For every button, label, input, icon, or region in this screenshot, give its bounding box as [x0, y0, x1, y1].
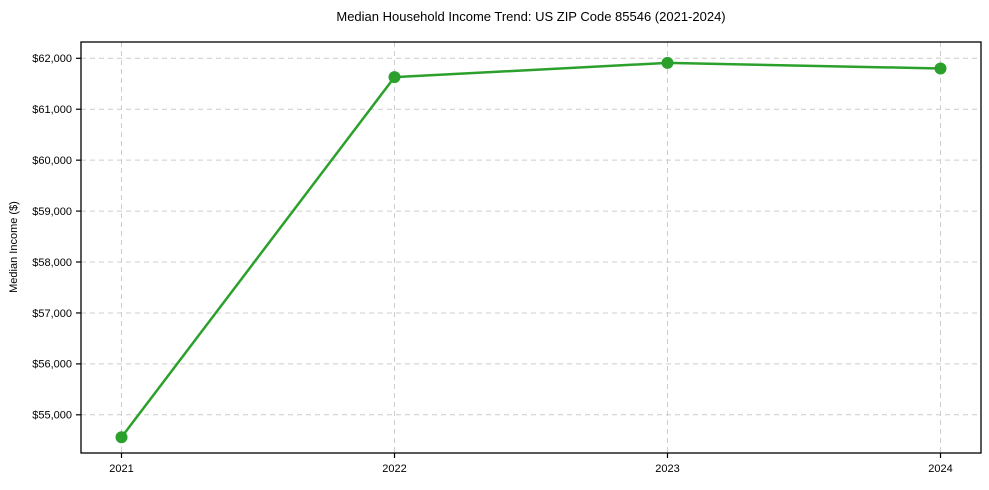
y-tick-label: $57,000: [32, 308, 72, 320]
x-tick-label: 2024: [928, 463, 952, 475]
chart-title: Median Household Income Trend: US ZIP Co…: [336, 9, 726, 24]
y-tick-label: $56,000: [32, 359, 72, 371]
y-tick-label: $61,000: [32, 104, 72, 116]
trend-line: [120, 61, 942, 439]
x-tick-label: 2022: [382, 463, 406, 475]
y-tick-label: $62,000: [32, 53, 72, 65]
y-tick-label: $55,000: [32, 410, 72, 422]
y-tick-label: $60,000: [32, 155, 72, 167]
x-tick-label: 2023: [655, 463, 679, 475]
data-point-marker: [661, 56, 674, 69]
plot-border: [80, 41, 982, 454]
x-tick-label: 2021: [109, 463, 133, 475]
data-point-marker: [115, 431, 128, 444]
y-tick-label: $59,000: [32, 206, 72, 218]
data-point-marker: [934, 62, 947, 75]
y-tick-label: $58,000: [32, 257, 72, 269]
data-point-marker: [388, 71, 401, 84]
